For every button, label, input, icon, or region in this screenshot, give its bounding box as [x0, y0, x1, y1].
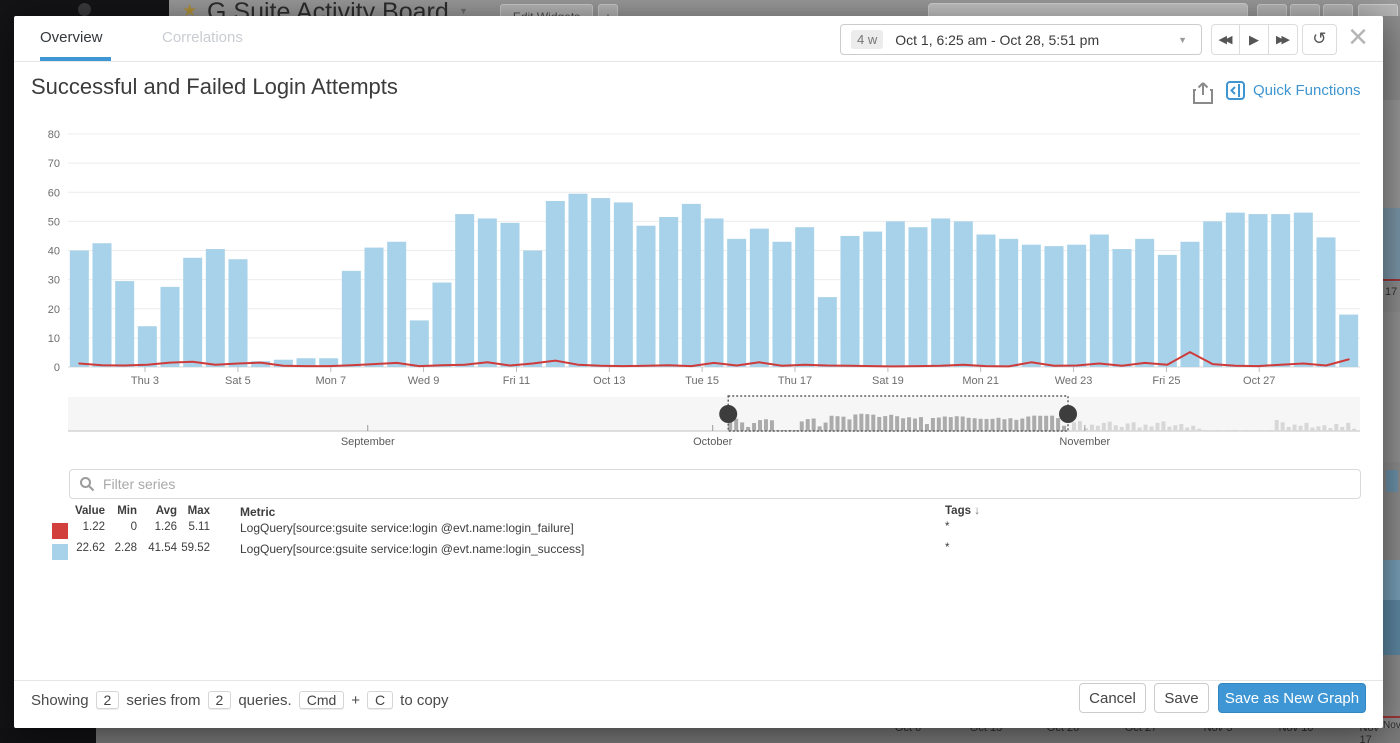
svg-text:Wed 23: Wed 23 [1055, 375, 1093, 387]
series-max: 5.11 [188, 521, 210, 533]
reset-zoom-button[interactable]: ↺ [1302, 24, 1337, 55]
play-button[interactable]: ▶ [1240, 24, 1269, 55]
series-avg: 1.26 [154, 521, 177, 533]
svg-text:70: 70 [48, 158, 60, 170]
login-attempts-chart[interactable]: 0 10 20 30 40 50 60 70 80 Thu 3 Sat 5 Mon 7 Wed 9 Fri… [30, 124, 1375, 392]
time-range-badge: 4 w [851, 30, 884, 49]
save-button[interactable]: Save [1154, 683, 1209, 713]
close-icon[interactable]: × [1348, 18, 1368, 56]
svg-text:Wed 9: Wed 9 [408, 375, 440, 387]
fast-forward-button[interactable]: ▶▶ [1269, 24, 1298, 55]
series-avg: 41.54 [148, 542, 177, 554]
rewind-button[interactable]: ◀◀ [1211, 24, 1240, 55]
svg-text:Oct 27: Oct 27 [1243, 375, 1275, 387]
svg-text:Thu 3: Thu 3 [131, 375, 159, 387]
search-icon [80, 477, 95, 492]
modal-footer: Showing 2 series from 2 queries. Cmd + C… [14, 680, 1383, 728]
timeline-scrubber[interactable]: September October November [30, 392, 1375, 452]
svg-text:Tue 15: Tue 15 [685, 375, 719, 387]
series-value: 22.62 [76, 542, 105, 554]
graph-editor-modal: Overview Correlations 4 w Oct 1, 6:25 am… [14, 16, 1383, 728]
share-icon[interactable] [1192, 81, 1214, 105]
series-color-swatch [52, 544, 68, 560]
query-count-badge: 2 [207, 691, 232, 709]
svg-text:November: November [1059, 436, 1110, 448]
series-row[interactable]: 22.62 2.28 41.54 59.52 LogQuery[source:gsuit… [14, 542, 1383, 562]
background-axis-label: 17 [1385, 286, 1398, 298]
svg-text:Thu 17: Thu 17 [778, 375, 812, 387]
graph-title: Successful and Failed Login Attempts [31, 74, 398, 99]
series-color-swatch [52, 523, 68, 539]
series-metric: LogQuery[source:gsuite service:login @ev… [240, 521, 574, 535]
save-as-new-graph-button[interactable]: Save as New Graph [1218, 683, 1366, 713]
series-count-badge: 2 [95, 691, 120, 709]
tags-sort-header[interactable]: Tags ↓ [945, 505, 980, 517]
filter-series-input[interactable] [103, 476, 1360, 492]
svg-text:Mon 7: Mon 7 [316, 375, 347, 387]
playback-controls: ◀◀ ▶ ▶▶ [1211, 24, 1298, 55]
background-bottom-strip: Oct 6 Oct 13 Oct 20 Oct 27 Nov 3 Nov 10 Nov 17 [0, 722, 1400, 743]
svg-text:Mon 21: Mon 21 [962, 375, 999, 387]
board-title-caret-icon: ▼ [459, 6, 468, 16]
time-range-text: Oct 1, 6:25 am - Oct 28, 5:51 pm [895, 31, 1100, 48]
svg-text:40: 40 [48, 246, 60, 258]
series-table-header: Value Min Avg Max Metric Tags ↓ [74, 505, 980, 519]
svg-text:0: 0 [54, 362, 60, 374]
quick-functions-button[interactable]: Quick Functions [1226, 81, 1361, 100]
svg-text:60: 60 [48, 187, 60, 199]
active-tab-underline [40, 57, 111, 61]
svg-text:Oct 13: Oct 13 [593, 375, 625, 387]
quick-functions-icon [1226, 81, 1245, 100]
svg-text:Fri 25: Fri 25 [1152, 375, 1180, 387]
svg-text:September: September [341, 436, 395, 448]
svg-text:Sat 5: Sat 5 [225, 375, 251, 387]
tab-correlations[interactable]: Correlations [162, 29, 243, 46]
series-min: 2.28 [114, 542, 137, 554]
scrubber-handle[interactable] [1059, 405, 1078, 423]
series-tags: * [945, 521, 950, 533]
background-axis-label: Nov 17 [1383, 720, 1400, 728]
star-icon: ★ [182, 1, 198, 20]
svg-text:Fri 11: Fri 11 [503, 375, 530, 387]
chevron-down-icon: ▼ [1178, 34, 1187, 45]
tabs-row: Overview Correlations [14, 16, 1383, 62]
background-bottom-corner [0, 728, 96, 743]
series-tags: * [945, 542, 950, 554]
background-right-strip: 17 Nov 17 [1383, 16, 1400, 728]
series-row[interactable]: 1.22 0 1.26 5.11 LogQuery[source:gsuite serv… [14, 521, 1383, 541]
sidebar-logo-icon [78, 3, 91, 16]
cmd-key: Cmd [298, 691, 345, 709]
series-value: 1.22 [82, 521, 105, 533]
svg-text:Sat 19: Sat 19 [872, 375, 904, 387]
series-min: 0 [130, 521, 137, 533]
svg-text:20: 20 [48, 304, 60, 316]
quick-functions-label: Quick Functions [1253, 82, 1361, 99]
svg-text:80: 80 [48, 129, 60, 141]
sort-descending-icon: ↓ [974, 505, 980, 517]
series-metric: LogQuery[source:gsuite service:login @ev… [240, 542, 585, 556]
c-key: C [367, 691, 394, 709]
svg-text:30: 30 [48, 275, 60, 287]
cancel-button[interactable]: Cancel [1079, 683, 1146, 713]
scrubber-handle[interactable] [719, 405, 738, 423]
tab-overview[interactable]: Overview [40, 29, 103, 46]
series-max: 59.52 [181, 542, 210, 554]
svg-text:50: 50 [48, 216, 60, 228]
svg-text:October: October [693, 436, 732, 448]
svg-text:10: 10 [48, 333, 60, 345]
showing-series-text: Showing 2 series from 2 queries. Cmd + C… [31, 691, 449, 709]
filter-series-box [69, 469, 1361, 499]
time-range-selector[interactable]: 4 w Oct 1, 6:25 am - Oct 28, 5:51 pm ▼ [840, 24, 1202, 55]
